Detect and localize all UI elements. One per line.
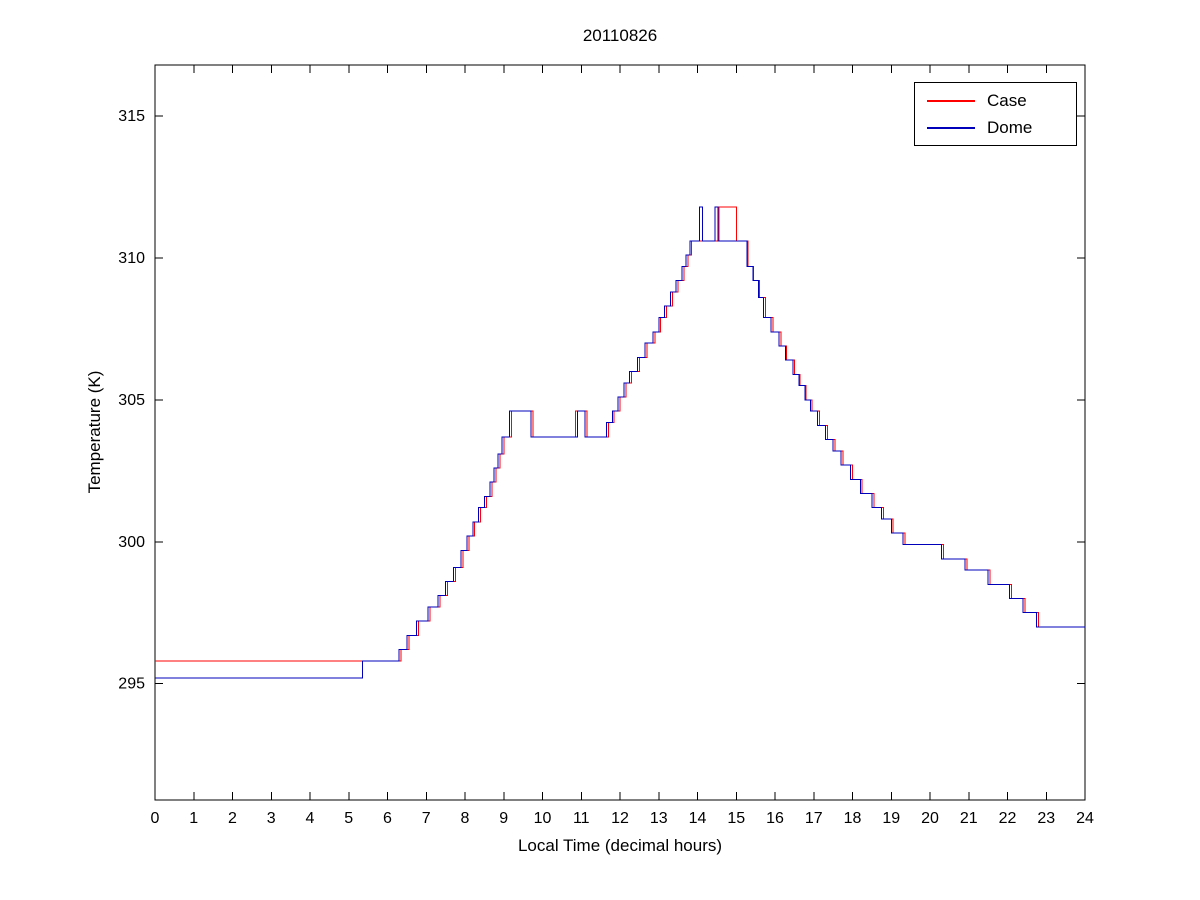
x-tick-label: 6 xyxy=(383,810,392,827)
x-tick-label: 5 xyxy=(344,810,353,827)
y-tick-label: 315 xyxy=(118,108,145,125)
x-tick-label: 2 xyxy=(228,810,237,827)
x-tick-label: 22 xyxy=(999,810,1017,827)
legend: Case Dome xyxy=(914,82,1077,146)
chart-title: 20110826 xyxy=(582,26,658,45)
x-tick-label: 4 xyxy=(306,810,315,827)
legend-entry-case: Case xyxy=(915,88,1076,114)
y-tick-label: 295 xyxy=(118,676,145,693)
y-tick-label: 310 xyxy=(118,250,145,267)
x-axis-ticks xyxy=(154,65,1086,800)
x-tick-label: 18 xyxy=(844,810,862,827)
series-case-line xyxy=(155,206,1085,662)
x-tick-label: 16 xyxy=(766,810,784,827)
legend-line-sample-dome xyxy=(927,126,975,129)
y-axis-label: Temperature (K) xyxy=(85,370,104,494)
y-tick-label: 305 xyxy=(118,392,145,409)
x-tick-label: 8 xyxy=(461,810,470,827)
x-tick-label: 17 xyxy=(805,810,823,827)
x-tick-label: 19 xyxy=(882,810,900,827)
x-tick-label: 14 xyxy=(689,810,707,827)
x-tick-label: 0 xyxy=(151,810,160,827)
x-tick-label: 21 xyxy=(960,810,978,827)
legend-line-sample-case xyxy=(927,99,975,102)
legend-label-dome: Dome xyxy=(987,117,1033,137)
legend-entry-dome: Dome xyxy=(915,115,1076,141)
y-axis-ticks xyxy=(155,115,1085,685)
x-tick-label: 23 xyxy=(1037,810,1055,827)
series-dome-line xyxy=(155,206,1085,679)
y-tick-label: 300 xyxy=(118,534,145,551)
axes-box xyxy=(154,64,1086,801)
x-tick-label: 3 xyxy=(267,810,276,827)
x-tick-label: 12 xyxy=(611,810,629,827)
x-tick-label: 11 xyxy=(573,810,590,827)
x-tick-label: 1 xyxy=(189,810,198,827)
x-tick-label: 20 xyxy=(921,810,939,827)
x-tick-label: 13 xyxy=(650,810,668,827)
x-tick-label: 10 xyxy=(534,810,552,827)
legend-label-case: Case xyxy=(987,90,1027,110)
x-tick-label: 15 xyxy=(727,810,745,827)
x-tick-label: 24 xyxy=(1076,810,1094,827)
x-axis-label: Local Time (decimal hours) xyxy=(517,836,723,855)
x-tick-label: 7 xyxy=(422,810,431,827)
x-tick-label: 9 xyxy=(499,810,508,827)
